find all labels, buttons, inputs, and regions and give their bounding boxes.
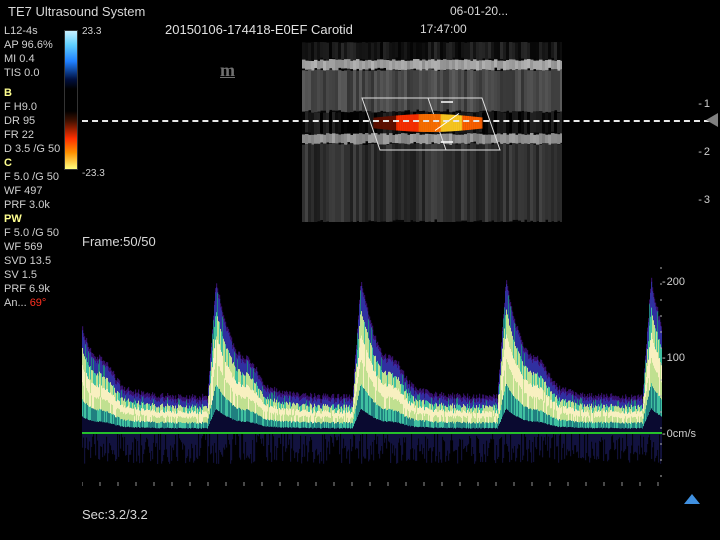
b-depth-gain: D 3.5 /G 50 [4, 142, 60, 156]
depth-ruler: 1 2 3 [684, 42, 710, 222]
c-prf: PRF 3.0k [4, 198, 60, 212]
thermal-index: TIS 0.0 [4, 66, 60, 80]
pw-sample-volume: SV 1.5 [4, 268, 60, 282]
colorbar-max: 23.3 [82, 26, 101, 37]
b-frame-rate: FR 22 [4, 128, 60, 142]
exam-time: 17:47:00 [420, 22, 467, 36]
c-mode-header: C [4, 156, 60, 170]
velocity-tick: 100 [662, 352, 685, 364]
velocity-ruler: 200 100 0cm/s [662, 258, 710, 490]
focus-depth-line[interactable] [82, 120, 710, 122]
exam-id: 20150106-174418-E0EF Carotid [165, 22, 353, 37]
pw-wall-filter: WF 569 [4, 240, 60, 254]
depth-tick: 3 [684, 194, 710, 206]
pw-svd: SVD 13.5 [4, 254, 60, 268]
c-freq-gain: F 5.0 /G 50 [4, 170, 60, 184]
pw-angle-value: 69° [30, 297, 47, 309]
pw-angle-label: An... [4, 297, 27, 309]
b-freq-harmonic: F H9.0 [4, 100, 60, 114]
color-doppler-scale[interactable] [64, 30, 78, 170]
pw-prf: PRF 6.9k [4, 282, 60, 296]
exam-date: 06-01-20... [450, 4, 508, 18]
mindray-logo-icon: m [220, 60, 244, 78]
depth-tick: 2 [684, 146, 710, 158]
mechanical-index: MI 0.4 [4, 52, 60, 66]
velocity-tick: 0cm/s [662, 428, 696, 440]
cine-time-counter: Sec:3.2/3.2 [82, 507, 148, 522]
acquisition-params: L12-4s AP 96.6% MI 0.4 TIS 0.0 B F H9.0 … [4, 24, 60, 310]
pw-mode-header: PW [4, 212, 60, 226]
acoustic-power: AP 96.6% [4, 38, 60, 52]
depth-tick: 1 [684, 98, 710, 110]
scroll-up-icon[interactable] [684, 494, 700, 504]
c-wall-filter: WF 497 [4, 184, 60, 198]
b-mode-header: B [4, 86, 60, 100]
system-title: TE7 Ultrasound System [8, 4, 145, 19]
colorbar-min: -23.3 [82, 168, 105, 179]
velocity-tick: 200 [662, 276, 685, 288]
bmode-viewport[interactable] [302, 42, 562, 222]
probe-name: L12-4s [4, 24, 60, 38]
pw-angle: An... 69° [4, 296, 60, 310]
pw-freq-gain: F 5.0 /G 50 [4, 226, 60, 240]
b-dynamic-range: DR 95 [4, 114, 60, 128]
spectral-doppler-viewport[interactable] [82, 258, 662, 490]
cine-frame-counter: Frame:50/50 [82, 234, 156, 249]
